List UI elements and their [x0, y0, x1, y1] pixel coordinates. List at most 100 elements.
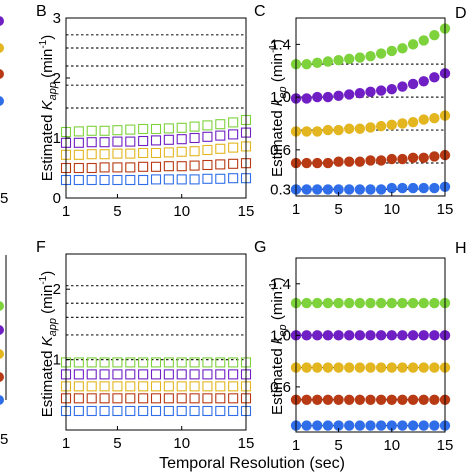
right-edge-fragments: D H	[455, 5, 467, 257]
data-point	[312, 184, 323, 195]
y-axis-label-part: )	[269, 39, 286, 44]
data-point	[228, 405, 239, 417]
data-point	[176, 381, 187, 392]
data-point	[397, 420, 408, 431]
data-point	[322, 91, 334, 103]
data-point	[386, 362, 397, 373]
data-point	[344, 394, 355, 405]
data-point	[215, 159, 226, 170]
y-tick-label: 0.6	[270, 142, 291, 159]
data-point	[354, 297, 366, 309]
y-axis-label-part: (min	[39, 285, 56, 318]
data-point	[322, 56, 334, 67]
data-point	[138, 161, 149, 172]
data-point	[99, 174, 110, 186]
data-point	[418, 35, 429, 46]
data-point	[322, 394, 334, 405]
data-point	[86, 137, 97, 148]
data-point	[99, 137, 110, 148]
data-point	[333, 184, 344, 195]
panel-label: B	[36, 3, 47, 20]
data-point	[176, 161, 187, 172]
data-point	[333, 362, 344, 373]
data-point	[163, 405, 174, 417]
x-tick-label: 5	[113, 435, 121, 452]
data-point	[344, 362, 355, 373]
data-point	[150, 174, 162, 185]
y-axis-label-part: -1	[38, 275, 49, 284]
data-point	[354, 52, 366, 63]
data-point	[312, 91, 323, 103]
data-point	[322, 297, 334, 309]
data-point	[375, 330, 387, 341]
data-point	[354, 362, 366, 373]
x-tick-label: 15	[238, 435, 255, 452]
data-point	[365, 155, 376, 166]
data-point	[397, 81, 408, 92]
data-point	[163, 357, 174, 368]
data-point	[112, 174, 123, 186]
data-point	[429, 113, 440, 124]
data-point	[354, 156, 366, 167]
data-point	[386, 420, 397, 431]
left-edge-marker-blue	[0, 96, 4, 106]
left-edge-marker-purple	[0, 16, 4, 26]
data-point	[150, 161, 162, 172]
data-point	[99, 393, 110, 404]
data-point	[397, 182, 408, 194]
data-point	[138, 135, 149, 147]
data-point	[112, 357, 123, 368]
data-point	[150, 123, 162, 135]
data-point	[312, 126, 323, 137]
data-point	[407, 39, 419, 50]
data-point	[375, 420, 387, 431]
data-point	[301, 93, 312, 104]
data-point	[344, 330, 355, 341]
data-point	[312, 394, 323, 405]
data-point	[407, 297, 419, 309]
data-point	[344, 297, 355, 309]
y-axis-label-part: Estimated	[39, 346, 56, 417]
y-axis-label-part: Estimated	[39, 110, 56, 181]
left-edge-marker-blue-b	[0, 395, 4, 405]
data-point	[397, 153, 408, 165]
data-point	[112, 125, 123, 136]
data-point	[418, 394, 429, 405]
data-point	[228, 129, 239, 140]
data-point	[397, 43, 408, 54]
data-point	[202, 173, 213, 184]
data-point	[333, 156, 344, 167]
data-point	[176, 134, 187, 145]
data-point	[73, 126, 84, 137]
panel-label: F	[36, 239, 46, 256]
x-tick-label: 10	[383, 437, 400, 454]
data-point	[301, 330, 312, 341]
data-point	[407, 78, 419, 90]
left-edge-fragments: 5 5	[0, 16, 8, 448]
data-point	[163, 147, 174, 158]
x-tick-label: 10	[173, 435, 190, 452]
left-edge-marker-red	[0, 69, 4, 79]
data-point	[176, 122, 187, 133]
data-point	[354, 394, 366, 405]
data-point	[322, 420, 334, 431]
data-point	[322, 362, 334, 373]
data-point	[99, 162, 110, 173]
x-tick-label: 5	[334, 437, 342, 454]
data-point	[112, 148, 123, 159]
data-point	[125, 405, 136, 417]
data-point	[125, 162, 136, 173]
data-point	[202, 120, 213, 131]
data-point	[99, 369, 110, 380]
left-edge-marker-green-b	[0, 301, 4, 311]
data-point	[429, 297, 440, 309]
data-point	[150, 405, 162, 417]
data-point	[86, 393, 97, 404]
left-edge-marker-red-b	[0, 372, 4, 382]
data-point	[215, 369, 226, 380]
data-point	[407, 394, 419, 405]
data-point	[407, 116, 419, 128]
data-point	[397, 362, 408, 373]
